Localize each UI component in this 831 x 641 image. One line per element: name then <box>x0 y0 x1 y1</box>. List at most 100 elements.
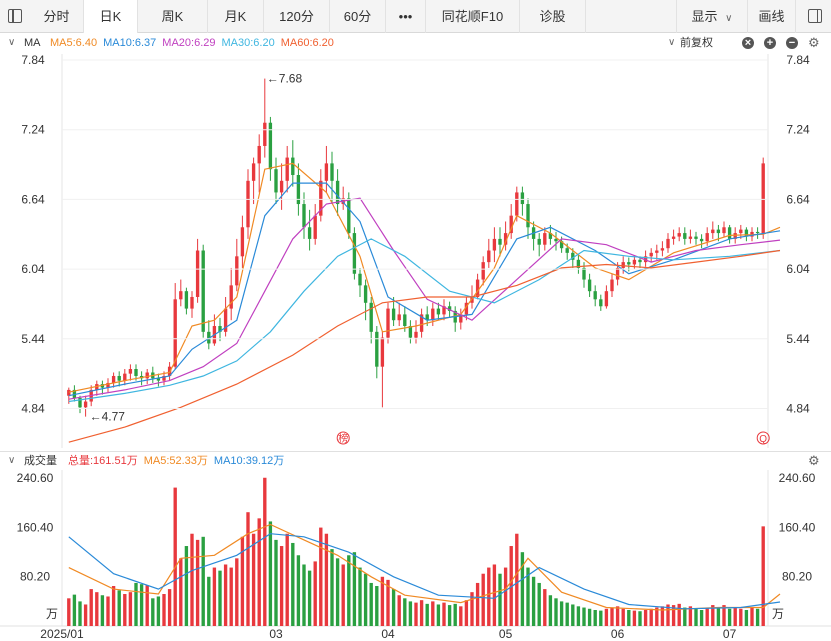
volume-bar <box>453 603 457 626</box>
legend-entry: MA20:6.29 <box>162 37 216 49</box>
candle-body <box>201 250 205 332</box>
volume-bar <box>173 487 177 626</box>
candle-body <box>330 163 334 181</box>
volume-grid <box>0 470 831 627</box>
volume-bar <box>279 546 284 626</box>
candle-body <box>179 291 183 300</box>
tab-5[interactable]: 60分 <box>330 0 386 33</box>
volume-bar <box>67 598 71 626</box>
tab-4[interactable]: 120分 <box>264 0 330 33</box>
volume-unit-left: 万 <box>46 607 58 621</box>
tab-8[interactable]: 诊股 <box>520 0 586 33</box>
legend-entry: MA10:6.37 <box>103 37 157 49</box>
volume-bar <box>481 573 485 626</box>
candle-body <box>134 369 138 376</box>
price-grid <box>61 54 769 448</box>
volume-collapse-chevron-icon[interactable]: ∨ <box>8 455 16 466</box>
volume-bar <box>89 589 93 626</box>
candle-body <box>375 331 379 367</box>
volume-bar <box>671 605 676 626</box>
volume-tick-left: 160.40 <box>17 520 54 534</box>
candle-body <box>531 227 536 239</box>
candle-body <box>671 236 676 239</box>
candle-body <box>733 233 737 239</box>
volume-bar <box>274 539 278 626</box>
volume-ma-line-ma5 <box>68 523 781 611</box>
candle-body <box>677 233 681 237</box>
candle-body <box>587 279 592 292</box>
adjust-mode-button[interactable]: 前复权 <box>680 37 713 49</box>
volume-tick-right: 80.20 <box>782 570 812 584</box>
volume-bar <box>123 594 127 626</box>
candle-body <box>431 308 435 321</box>
volume-bar <box>559 601 564 626</box>
volume-bar <box>520 552 525 626</box>
candle-body <box>716 229 721 234</box>
candle-body <box>268 122 273 170</box>
candle-body <box>89 389 93 402</box>
candle-body <box>380 337 385 367</box>
tab-3[interactable]: 月K <box>208 0 264 33</box>
candle-body <box>559 241 564 249</box>
legend-entry: MA5:6.40 <box>50 37 98 49</box>
tab-7[interactable]: 同花顺F10 <box>426 0 520 33</box>
volume-bar <box>391 589 396 626</box>
volume-bar <box>302 564 306 626</box>
tab-6[interactable]: ••• <box>386 0 426 33</box>
adjust-chevron-icon[interactable]: ∨ <box>668 37 676 48</box>
date-tick: 03 <box>269 627 283 641</box>
moving-average-lines <box>68 162 781 443</box>
candle-body <box>638 259 642 263</box>
volume-ma-lines <box>68 523 781 611</box>
volume-bar <box>492 564 497 626</box>
volume-bar <box>464 600 469 626</box>
ma-line-ma20 <box>68 197 781 400</box>
zoom-in-icon[interactable]: + <box>764 37 776 49</box>
volume-bar <box>660 606 665 626</box>
candle-body <box>750 231 754 237</box>
gear-icon[interactable]: ⚙ <box>808 35 820 50</box>
date-tick: 05 <box>499 627 513 641</box>
volume-entries: 总量:161.51万 MA5:52.33万 MA10:39.12万 <box>68 452 290 470</box>
volume-bar <box>78 601 82 626</box>
close-indicator-icon[interactable]: × <box>742 37 754 49</box>
volume-axis: 240.60 240.60 160.40 160.40 80.20 80.20 万 万 <box>17 471 816 621</box>
candle-body <box>722 227 726 234</box>
volume-bar <box>537 582 541 626</box>
date-axis: 2025/01 03 04 05 06 07 <box>40 627 736 641</box>
candle-body <box>341 198 345 205</box>
candle-body <box>72 389 77 399</box>
tab-2[interactable]: 周K <box>138 0 208 33</box>
candle-body <box>139 375 144 379</box>
volume-gear-icon[interactable]: ⚙ <box>808 453 820 468</box>
volume-bar <box>649 608 653 626</box>
volume-bar <box>319 527 323 626</box>
candle-body <box>699 238 704 242</box>
candle-body <box>285 157 289 181</box>
zoom-out-icon[interactable]: − <box>786 37 798 49</box>
collapse-chevron-icon[interactable]: ∨ <box>8 37 16 48</box>
event-marker-bang: 榜 <box>338 432 348 445</box>
candle-body <box>190 296 194 309</box>
candle-body <box>492 238 497 251</box>
tab-1[interactable]: 日K <box>84 0 138 33</box>
right-panel-toggle-icon[interactable] <box>808 9 822 23</box>
candle-body <box>442 306 446 315</box>
price-tick-left: 7.24 <box>21 123 45 137</box>
candle-body <box>408 326 413 338</box>
display-menu-button[interactable]: 显示 ∨ <box>676 0 748 33</box>
volume-bar <box>543 589 547 626</box>
volume-bar <box>727 608 732 626</box>
candle-body <box>755 231 760 234</box>
volume-bar <box>380 576 385 626</box>
left-panel-toggle-icon[interactable] <box>8 9 22 23</box>
tab-0[interactable]: 分时 <box>30 0 84 33</box>
volume-bar <box>705 607 709 626</box>
volume-bar <box>711 605 715 626</box>
candle-body <box>363 285 368 303</box>
volume-bar <box>335 558 340 626</box>
volume-bar <box>190 533 194 626</box>
volume-bar <box>475 582 480 626</box>
draw-line-button[interactable]: 画线 <box>748 0 796 33</box>
